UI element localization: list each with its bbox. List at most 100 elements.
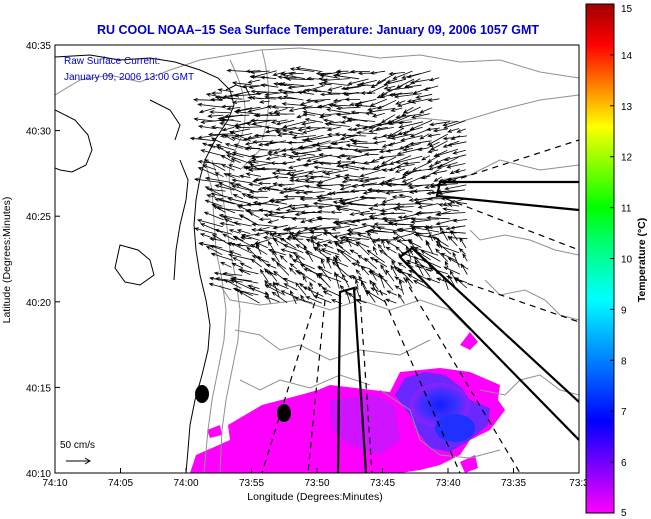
current-vector	[330, 191, 359, 195]
current-vector	[459, 237, 467, 249]
current-vector	[386, 177, 405, 183]
current-vector	[435, 219, 457, 226]
current-vector	[452, 218, 467, 223]
current-vector	[339, 237, 359, 247]
current-vector	[265, 263, 277, 269]
current-vector	[343, 177, 367, 183]
current-vector	[203, 211, 224, 221]
current-vector	[263, 140, 287, 147]
current-vector	[452, 149, 466, 155]
current-vector	[295, 66, 323, 72]
current-vector	[282, 187, 305, 192]
current-vector	[447, 203, 460, 207]
current-vector	[297, 145, 313, 150]
current-vector	[247, 79, 261, 84]
current-vector	[312, 160, 340, 165]
current-vector	[287, 130, 304, 135]
current-vector	[242, 84, 260, 89]
current-vector	[419, 133, 430, 140]
current-vector	[385, 246, 397, 254]
current-vector	[439, 226, 449, 241]
current-vector	[238, 291, 260, 304]
current-vector	[281, 161, 296, 165]
current-vector	[435, 240, 452, 255]
current-vector	[250, 243, 268, 255]
x-axis-label: Longitude (Degrees:Minutes)	[247, 491, 382, 503]
current-vector	[412, 189, 433, 193]
current-vector	[220, 164, 235, 171]
current-vector	[385, 79, 398, 84]
current-vector	[189, 136, 216, 142]
current-vector	[444, 184, 467, 191]
current-vector	[322, 291, 333, 297]
current-vector	[407, 183, 430, 188]
current-vector	[405, 277, 413, 289]
current-vector	[223, 218, 241, 226]
current-vector	[427, 225, 449, 230]
current-vector	[302, 286, 324, 297]
current-vector	[371, 112, 386, 118]
current-vector	[271, 231, 295, 236]
current-vector	[251, 154, 268, 160]
current-vector	[381, 216, 396, 221]
current-vector	[219, 121, 242, 128]
current-vector	[415, 93, 433, 99]
colorbar-label: Temperature (°C)	[636, 218, 648, 303]
current-vector	[239, 262, 252, 269]
current-vector	[288, 155, 307, 159]
map-area: Raw Surface Current: January 09, 2006 13…	[55, 45, 579, 473]
current-vector	[312, 201, 340, 207]
current-vector	[204, 176, 232, 183]
current-vector	[355, 298, 367, 304]
radar-range-lines	[261, 139, 579, 473]
nearshore-contours	[203, 159, 241, 473]
current-vector	[265, 187, 289, 193]
current-vector	[317, 205, 333, 210]
current-vector	[299, 100, 315, 106]
current-vector	[289, 175, 306, 180]
current-vector	[259, 268, 269, 283]
current-vector	[365, 290, 385, 302]
colorbar-tick-label: 15	[621, 4, 633, 15]
current-vector	[220, 154, 235, 163]
current-vector	[277, 82, 297, 88]
current-vector	[381, 198, 395, 203]
current-vector	[288, 267, 297, 275]
current-vector	[427, 133, 441, 138]
current-vector	[217, 88, 234, 93]
current-vector	[377, 243, 388, 256]
colorbar-tick-label: 7	[621, 407, 627, 418]
current-vector	[231, 136, 244, 141]
current-vector	[193, 177, 223, 183]
current-vector	[287, 204, 307, 208]
current-vector	[383, 85, 396, 90]
current-vector	[351, 262, 370, 270]
current-vector	[301, 138, 313, 143]
current-vector	[265, 156, 279, 161]
current-vector	[364, 152, 379, 157]
current-vector	[289, 67, 315, 72]
current-vector	[279, 254, 288, 263]
station-marker	[195, 385, 209, 403]
current-vector	[348, 230, 361, 234]
current-vector	[394, 168, 406, 173]
current-vector	[293, 233, 316, 240]
current-vector	[300, 218, 315, 224]
current-vector	[449, 270, 458, 284]
current-vector	[288, 147, 306, 152]
current-vector	[197, 124, 217, 130]
current-vector	[405, 245, 412, 260]
current-vector	[237, 268, 259, 275]
current-vector	[231, 178, 252, 184]
current-vector	[290, 205, 313, 211]
current-vector	[442, 140, 460, 148]
current-vector	[454, 276, 468, 289]
current-vector	[417, 203, 439, 209]
current-vector	[288, 231, 314, 236]
current-vector	[274, 282, 289, 290]
current-vector	[419, 175, 431, 180]
current-vector	[271, 291, 288, 304]
current-vector	[232, 100, 251, 105]
current-vector	[228, 130, 252, 142]
